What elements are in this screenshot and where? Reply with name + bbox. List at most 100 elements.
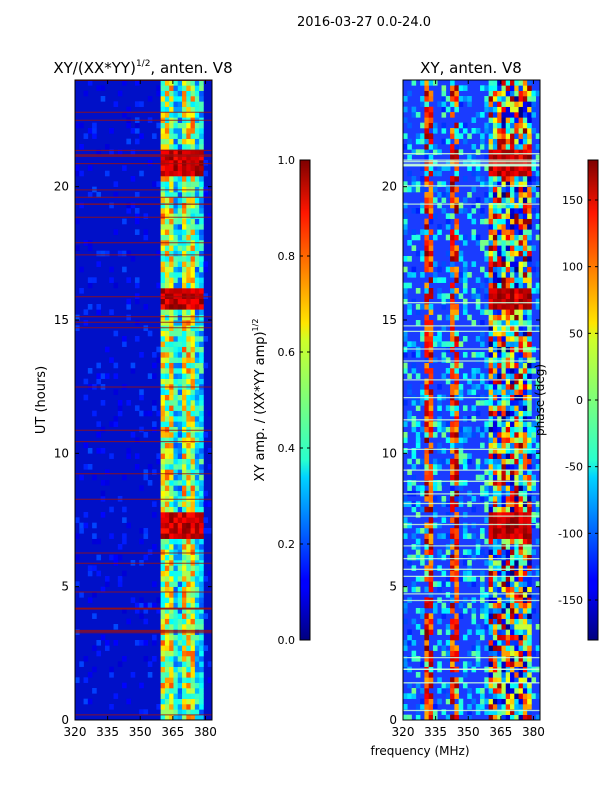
left-heatmap-cell bbox=[194, 394, 200, 401]
right-heatmap-cell bbox=[450, 240, 455, 246]
left-heatmap-cell bbox=[182, 602, 187, 609]
right-heatmap-cell bbox=[454, 709, 459, 715]
right-heatmap-cell bbox=[403, 202, 408, 209]
left-heatmap-cell bbox=[139, 170, 144, 177]
right-heatmap-cell bbox=[462, 138, 468, 145]
right-heatmap-cell bbox=[497, 250, 502, 257]
left-heatmap-cell bbox=[92, 565, 97, 571]
right-heatmap-cell bbox=[497, 677, 502, 683]
left-heatmap-cell bbox=[186, 202, 191, 209]
right-heatmap-cell bbox=[488, 592, 494, 598]
right-heatmap-cell bbox=[475, 544, 481, 550]
right-heatmap-cell bbox=[497, 496, 502, 502]
right-heatmap-cell bbox=[497, 106, 502, 113]
right-heatmap-cell bbox=[522, 138, 528, 145]
right-heatmap-cell bbox=[492, 677, 498, 683]
left-heatmap-cell bbox=[87, 597, 93, 603]
right-heatmap-cell bbox=[484, 154, 489, 161]
right-heatmap-cell bbox=[424, 378, 429, 385]
left-heatmap-cell bbox=[190, 282, 196, 289]
right-heatmap-cell bbox=[510, 208, 515, 214]
right-heatmap-cell bbox=[407, 682, 412, 689]
left-heatmap-cell bbox=[190, 160, 196, 166]
right-heatmap-cell bbox=[505, 96, 511, 102]
left-heatmap-cell bbox=[173, 458, 179, 465]
left-heatmap-cell bbox=[169, 421, 174, 427]
right-heatmap-cell bbox=[462, 304, 468, 310]
right-heatmap-cell bbox=[432, 581, 438, 587]
right-heatmap-cell bbox=[518, 682, 524, 689]
right-heatmap-cell bbox=[411, 464, 417, 470]
right-heatmap-cell bbox=[510, 229, 515, 235]
right-heatmap-cell bbox=[420, 576, 425, 582]
left-heatmap-cell bbox=[160, 640, 166, 646]
right-heatmap-cell bbox=[424, 634, 429, 641]
right-heatmap-cell bbox=[441, 709, 447, 715]
left-heatmap-cell bbox=[194, 570, 200, 577]
right-heatmap-cell bbox=[403, 693, 408, 699]
left-heatmap-cell bbox=[75, 165, 80, 171]
left-heatmap-cell bbox=[169, 336, 174, 342]
right-heatmap-cell bbox=[488, 437, 494, 443]
right-heatmap-cell bbox=[510, 245, 515, 251]
left-heatmap-cell bbox=[160, 181, 166, 187]
right-heatmap-cell bbox=[441, 304, 447, 310]
right-heatmap-cell bbox=[454, 133, 459, 139]
left-heatmap-cell bbox=[109, 506, 114, 513]
right-heatmap-cell bbox=[501, 272, 507, 278]
left-heatmap-cell bbox=[169, 517, 174, 523]
left-heatmap-cell bbox=[160, 480, 166, 486]
left-heatmap-cell bbox=[186, 645, 191, 651]
right-heatmap-cell bbox=[445, 368, 451, 374]
right-heatmap-cell bbox=[527, 538, 532, 545]
right-heatmap-cell bbox=[450, 677, 455, 683]
right-heatmap-cell bbox=[407, 629, 412, 635]
left-heatmap-cell bbox=[194, 202, 200, 209]
left-heatmap-cell bbox=[96, 378, 101, 385]
left-heatmap-cell bbox=[169, 218, 174, 225]
right-heatmap-cell bbox=[454, 576, 459, 582]
right-heatmap-cell bbox=[454, 138, 459, 145]
right-heatmap-cell bbox=[522, 96, 528, 102]
left-heatmap-cell bbox=[160, 165, 166, 171]
right-heatmap-cell bbox=[480, 112, 485, 118]
right-heatmap-cell bbox=[501, 602, 507, 609]
left-heatmap-cell bbox=[160, 656, 166, 662]
right-heatmap-cell bbox=[484, 517, 489, 523]
right-heatmap-cell bbox=[514, 512, 519, 518]
left-heatmap-cell bbox=[194, 416, 200, 422]
left-heatmap-cell bbox=[160, 538, 166, 545]
right-heatmap-cell bbox=[522, 229, 528, 235]
right-heatmap-cell bbox=[488, 202, 494, 209]
left-heatmap-cell bbox=[207, 501, 212, 507]
right-heatmap-cell bbox=[527, 320, 532, 326]
left-heatmap-cell bbox=[182, 426, 187, 433]
left-heatmap-cell bbox=[194, 405, 200, 411]
right-heatmap-cell bbox=[403, 96, 408, 102]
right-heatmap-cell bbox=[411, 453, 417, 459]
right-heatmap-cell bbox=[428, 240, 434, 246]
right-heatmap-cell bbox=[505, 421, 511, 427]
right-heatmap-cell bbox=[462, 234, 468, 241]
left-heatmap-cell bbox=[199, 688, 204, 694]
right-heatmap-cell bbox=[407, 138, 412, 145]
right-heatmap-cell bbox=[510, 154, 515, 161]
left-heatmap-cell bbox=[160, 586, 166, 593]
left-heatmap-cell bbox=[199, 474, 204, 481]
left-heatmap-cell bbox=[139, 101, 144, 107]
left-heatmap-cell bbox=[152, 181, 157, 187]
left-heatmap-cell bbox=[190, 320, 196, 326]
left-heatmap-cell bbox=[75, 554, 80, 561]
right-heatmap-cell bbox=[514, 101, 519, 107]
right-heatmap-cell bbox=[415, 544, 421, 550]
right-heatmap-cell bbox=[407, 144, 412, 150]
right-heatmap-cell bbox=[488, 112, 494, 118]
left-heatmap-cell bbox=[194, 330, 200, 337]
right-heatmap-cell bbox=[445, 544, 451, 550]
left-heatmap-cell bbox=[173, 170, 179, 177]
right-heatmap-cell bbox=[480, 570, 485, 577]
right-heatmap-cell bbox=[428, 378, 434, 385]
right-heatmap-cell bbox=[471, 533, 477, 539]
right-heatmap-cell bbox=[445, 512, 451, 518]
right-heatmap-cell bbox=[497, 336, 502, 342]
